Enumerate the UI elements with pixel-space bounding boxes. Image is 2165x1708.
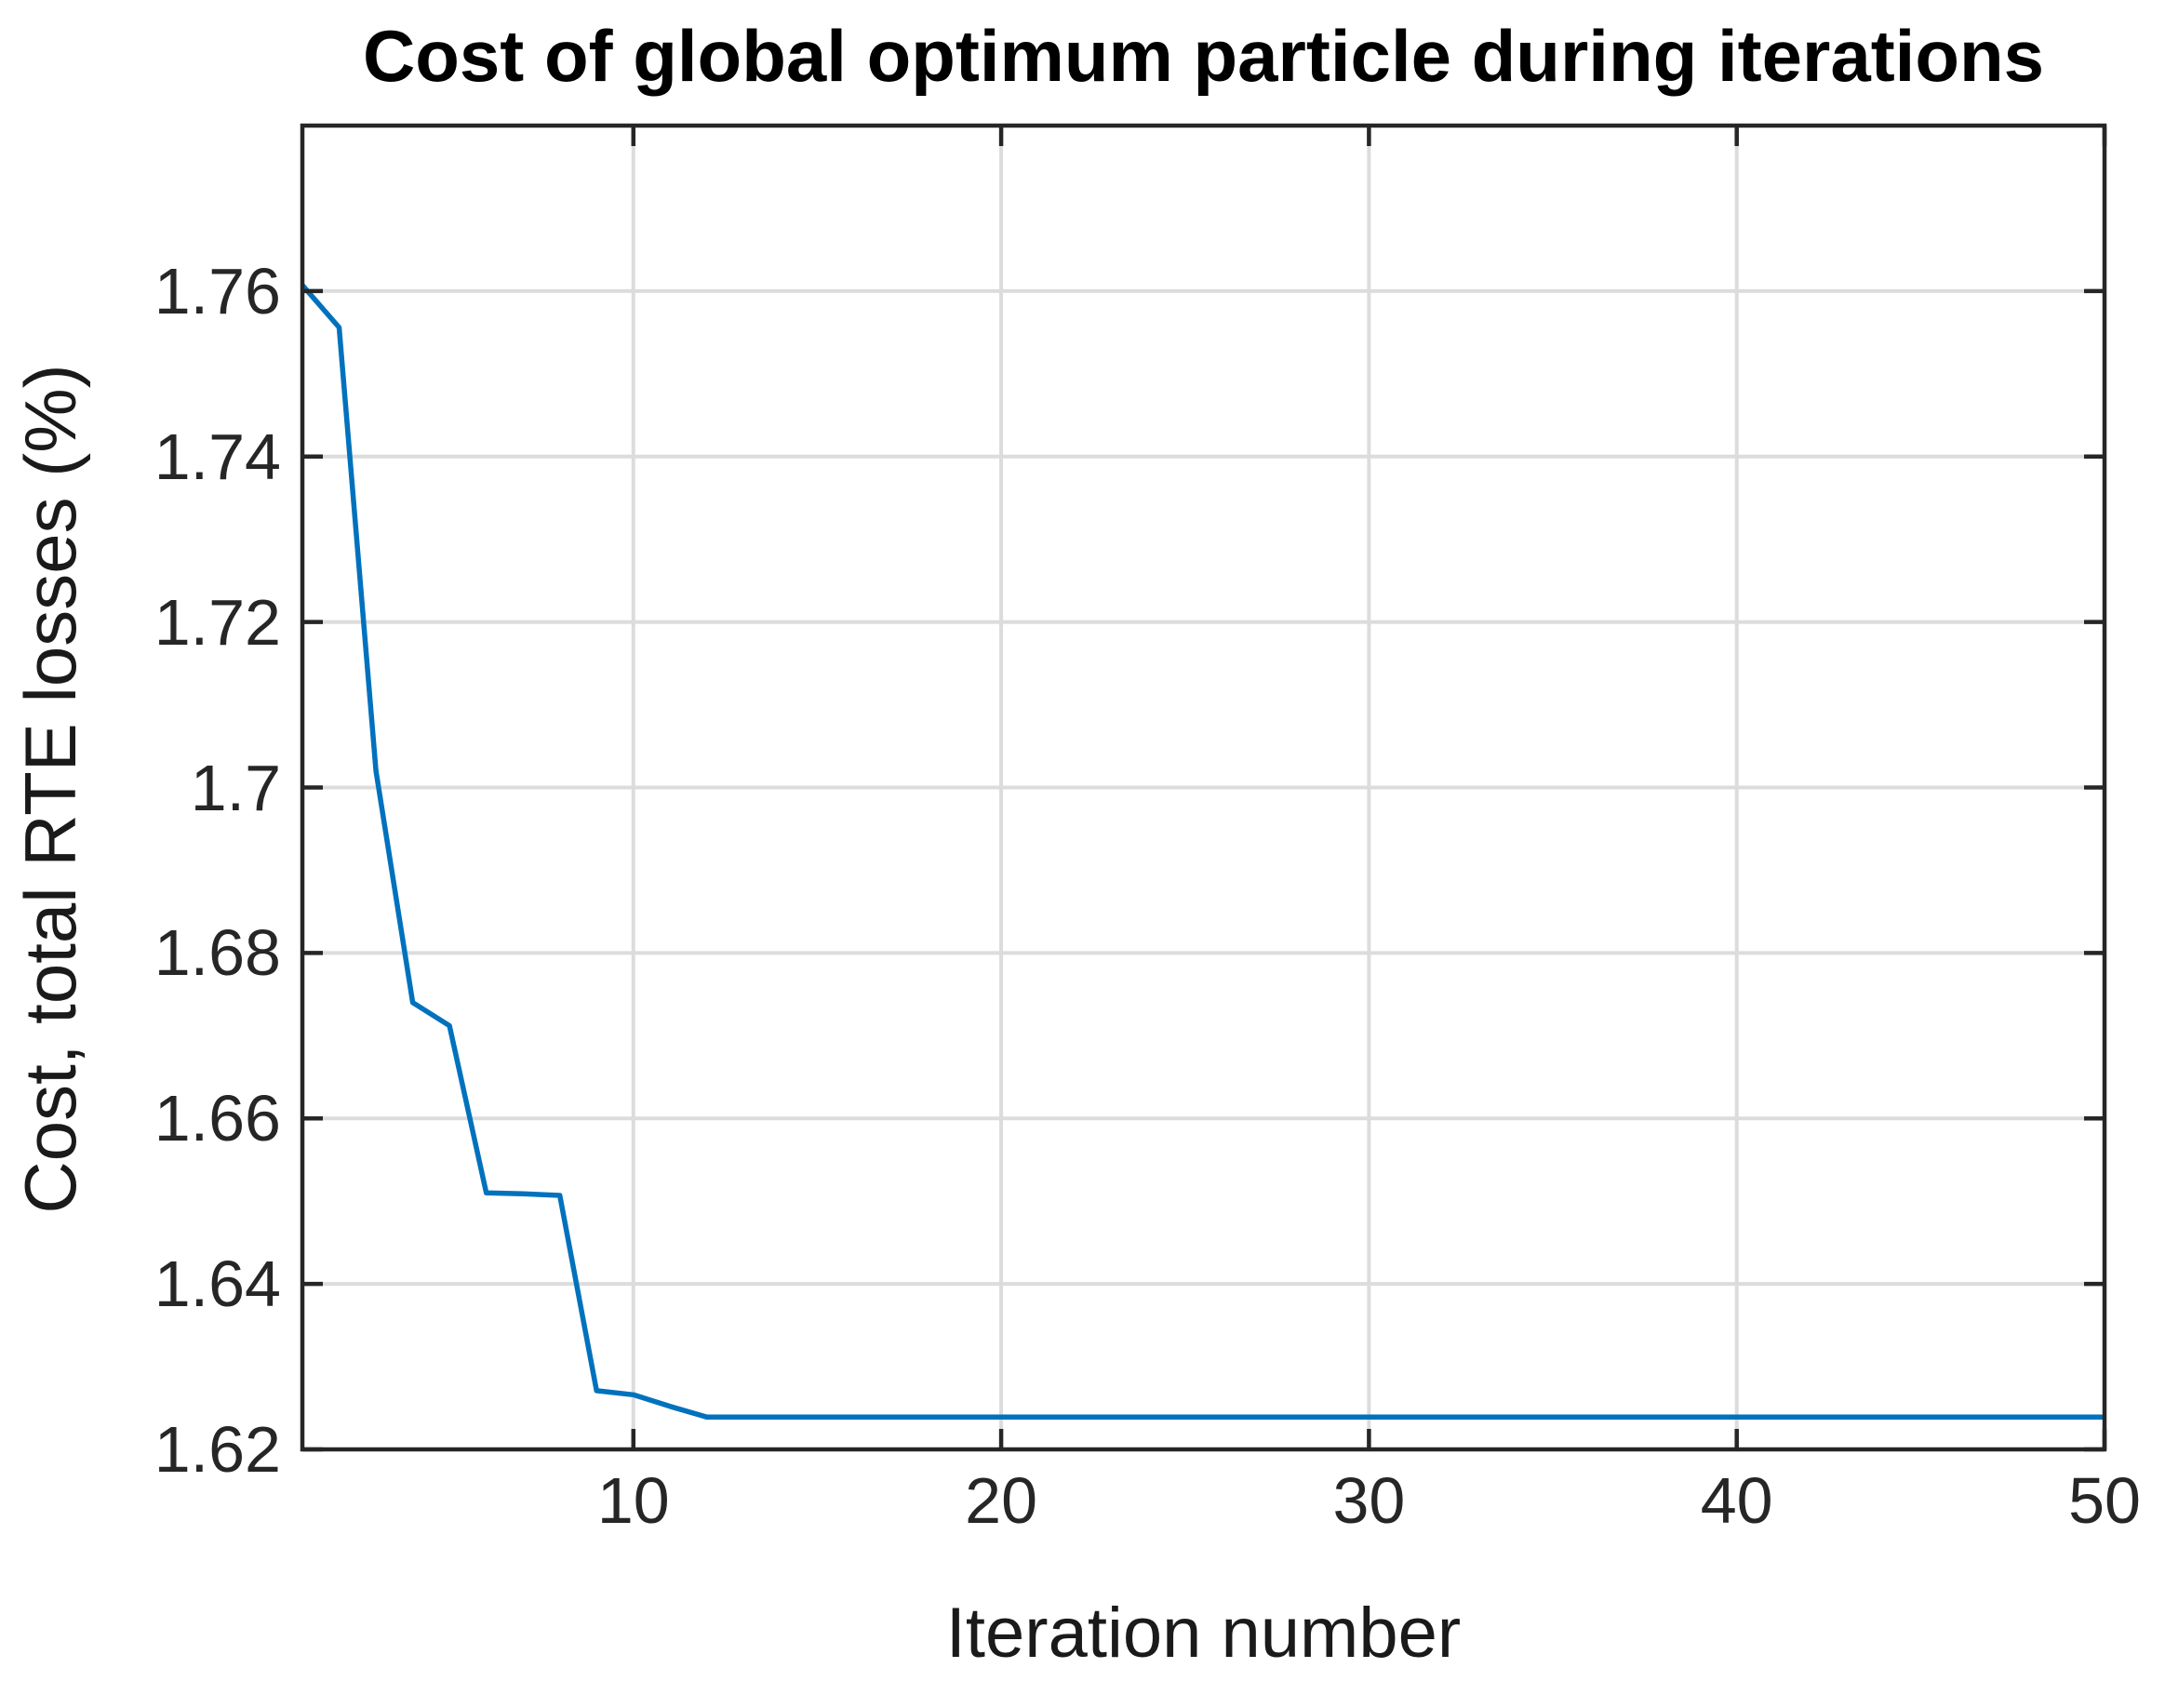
x-tick-label: 30 <box>1332 1464 1406 1537</box>
x-tick-label: 40 <box>1700 1464 1773 1537</box>
y-tick-label: 1.68 <box>154 916 281 990</box>
x-tick-label: 10 <box>596 1464 670 1537</box>
y-tick-label: 1.7 <box>190 751 281 824</box>
y-tick-label: 1.62 <box>154 1413 281 1486</box>
y-tick-label: 1.64 <box>154 1248 281 1321</box>
y-tick-label: 1.72 <box>154 585 281 659</box>
y-tick-label: 1.76 <box>154 254 281 327</box>
data-line <box>300 283 2105 1421</box>
x-tick-label: 20 <box>965 1464 1038 1537</box>
chart-title: Cost of global optimum particle during i… <box>362 15 2045 97</box>
plot-border <box>300 123 2107 1452</box>
x-axis-label: Iteration number <box>945 1594 1462 1673</box>
x-tick-label: 50 <box>2068 1464 2141 1537</box>
y-tick-label: 1.74 <box>154 420 281 493</box>
y-tick-label: 1.66 <box>154 1082 281 1155</box>
plot-area <box>300 123 2107 1452</box>
